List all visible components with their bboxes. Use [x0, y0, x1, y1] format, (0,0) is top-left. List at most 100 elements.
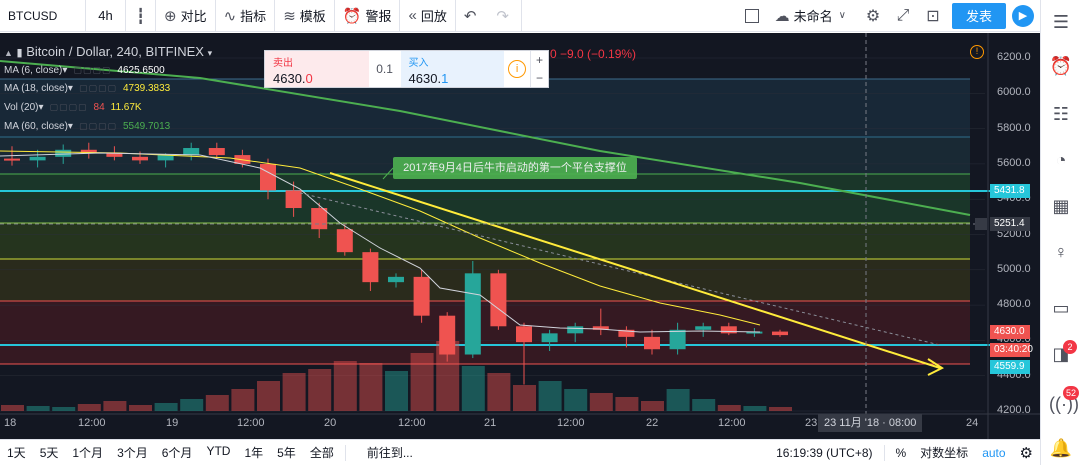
goto-date-button[interactable]: 前往到...	[366, 446, 413, 460]
undo-button[interactable]: ↶	[456, 0, 489, 32]
auto-scale-toggle[interactable]: auto	[982, 445, 1006, 460]
undo-icon: ↶	[463, 7, 477, 25]
candle-body	[618, 329, 635, 337]
save-layout-button[interactable]: ☁ 未命名 ∨	[767, 0, 858, 32]
indicator-value: 84	[93, 102, 105, 113]
indicator-legend[interactable]: MA (60, close) ▾ ▢▢▢▢ 5549.7013	[4, 121, 170, 132]
chevron-down-icon[interactable]: ▾	[67, 121, 73, 132]
candles-icon: ┇	[135, 7, 146, 25]
minus-icon[interactable]: −	[536, 71, 544, 85]
watchlist-icon[interactable]: ☰	[1052, 12, 1070, 32]
clock[interactable]: 16:19:39 (UTC+8)	[776, 445, 873, 460]
time-axis-label: 21	[484, 417, 497, 429]
candle-body	[260, 163, 276, 191]
chart-canvas[interactable]	[0, 33, 1040, 439]
compare-button[interactable]: ⊕ 对比	[156, 0, 216, 32]
alarm-icon: ⏰	[342, 7, 362, 25]
indicator-legend[interactable]: MA (6, close) ▾ ▢▢▢▢ 4625.6500	[4, 65, 165, 76]
volume-bar	[513, 385, 536, 411]
info-button[interactable]: i	[504, 51, 530, 87]
symbol-search[interactable]: BTCUSD	[0, 0, 86, 32]
volume-bar	[231, 389, 255, 411]
volume-bar	[333, 361, 357, 411]
data-window-icon[interactable]: ☷	[1052, 104, 1070, 124]
settings-button[interactable]: ⚙	[858, 0, 888, 32]
price-axis-label: 6000.0	[997, 86, 1031, 99]
buy-price: 4630.1	[408, 71, 449, 86]
fullscreen-icon: ⤢	[896, 6, 910, 24]
publish-button[interactable]: 发表	[951, 2, 1006, 29]
fullscreen-button[interactable]: ⤢	[888, 0, 918, 32]
sell-price: 4630.0	[273, 71, 313, 86]
volume-bar	[589, 393, 613, 411]
candle-body	[4, 158, 20, 161]
notification-bell-icon[interactable]: 🔔	[1049, 438, 1073, 458]
chevron-down-icon[interactable]: ▾	[207, 48, 213, 58]
candle-body	[464, 273, 481, 355]
candle-body	[541, 333, 558, 343]
time-axis-label: 20	[324, 417, 337, 429]
range-button[interactable]: 3个月	[117, 446, 148, 460]
plus-icon[interactable]: +	[536, 53, 544, 67]
sell-label: 卖出	[273, 58, 293, 69]
redo-button[interactable]: ↷	[488, 0, 522, 32]
range-button[interactable]: 6个月	[161, 446, 193, 460]
range-button[interactable]: 1天	[7, 446, 26, 460]
collapse-icon[interactable]: ▲	[4, 48, 13, 58]
candle-body	[336, 229, 353, 253]
indicator-actions-icon[interactable]: ▢▢▢▢	[78, 83, 117, 93]
candle-body	[490, 273, 507, 327]
chevron-down-icon[interactable]: ▾	[67, 83, 73, 94]
snapshot-button[interactable]: ⊡	[918, 0, 948, 32]
hotlist-icon[interactable]: ◔	[1055, 150, 1067, 170]
chevron-down-icon[interactable]: ▾	[62, 65, 68, 76]
layout-button[interactable]	[737, 0, 767, 32]
volume-bar	[564, 389, 588, 411]
flag-icon: ▮	[16, 47, 23, 59]
chat-icon[interactable]: ▭	[1052, 298, 1070, 318]
chart-style-button[interactable]: ┇	[126, 0, 156, 32]
percent-toggle[interactable]: %	[895, 445, 907, 460]
range-button[interactable]: 5年	[277, 446, 296, 460]
indicator-legend[interactable]: Vol (20) ▾ ▢▢▢▢ 84 11.67K	[4, 102, 142, 113]
candle-body	[55, 149, 72, 157]
volume-bar	[257, 381, 280, 411]
buy-button[interactable]: 买入 4630.1	[400, 51, 505, 87]
candle-body	[208, 148, 225, 156]
indicator-legend[interactable]: MA (18, close) ▾ ▢▢▢▢ 4739.3833	[4, 83, 170, 94]
alert-button[interactable]: ⏰ 警报	[335, 0, 401, 32]
indicator-name: Vol (20)	[4, 102, 39, 113]
fib-zone	[0, 174, 970, 223]
templates-button[interactable]: ≋ 模板	[275, 0, 335, 32]
alarm-clock-icon[interactable]: ⏰	[1049, 56, 1073, 76]
replay-button[interactable]: «回放	[400, 0, 456, 32]
scale-settings-button[interactable]: ⚙	[1013, 444, 1040, 462]
indicator-icon: ∿	[223, 7, 237, 25]
quantity-stepper[interactable]: + −	[530, 51, 548, 87]
calendar-icon[interactable]: ▦	[1052, 196, 1070, 216]
idea-lightbulb-icon[interactable]: ♀	[1054, 242, 1068, 262]
chat-badge: 2	[1063, 340, 1077, 354]
range-button[interactable]: 5天	[39, 446, 59, 460]
redo-icon: ↷	[496, 7, 509, 25]
range-button[interactable]: YTD	[206, 444, 231, 458]
indicators-button[interactable]: ∿ 指标	[216, 0, 276, 32]
range-button[interactable]: 1个月	[72, 446, 104, 460]
trade-panel: 卖出 4630.0 0.1 买入 4630.1 i + −	[264, 50, 549, 88]
divider	[344, 444, 346, 461]
chart-pane[interactable]: ▲ ▮ Bitcoin / Dollar, 240, BITFINEX ▾ 0 …	[0, 33, 1040, 439]
range-button[interactable]: 全部	[309, 446, 334, 460]
annotation-label[interactable]: 2017年9月4日后牛市启动的第一个平台支撑位	[393, 157, 637, 179]
log-scale-toggle[interactable]: 对数坐标	[920, 446, 969, 460]
range-button[interactable]: 1年	[244, 446, 264, 460]
indicator-actions-icon[interactable]: ▢▢▢▢	[73, 65, 112, 75]
indicator-actions-icon[interactable]: ▢▢▢▢	[49, 102, 88, 112]
indicator-actions-icon[interactable]: ▢▢▢▢	[78, 121, 117, 131]
chevron-down-icon[interactable]: ▾	[38, 102, 44, 113]
interval-button[interactable]: 4h	[86, 0, 126, 32]
fib-zone	[0, 301, 970, 364]
play-button[interactable]: ▶	[1012, 4, 1034, 27]
warning-icon[interactable]: !	[970, 45, 984, 59]
sell-button[interactable]: 卖出 4630.0	[265, 51, 369, 87]
price-axis-label: 4200.0	[997, 404, 1031, 416]
